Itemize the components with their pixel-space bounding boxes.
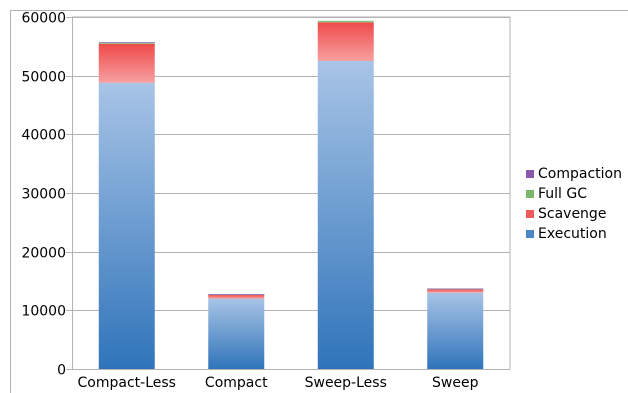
x-axis-category-labels: Compact-Less Compact Sweep-Less Sweep [78,375,479,391]
bar-segment-scavenge [427,288,484,293]
bar-segment-full-gc [98,43,155,44]
legend-swatch-scavenge [526,210,534,218]
bar-segment-full-gc [317,20,374,23]
legend-item-execution: Execution [526,224,622,244]
bar-segment-compaction [98,42,155,44]
bar-segment-execution [98,82,155,369]
bars [98,20,484,369]
y-tick-label: 40000 [21,128,66,144]
legend-swatch-execution [526,230,534,238]
y-tick-label: 60000 [21,11,66,27]
bar-segment-execution [317,61,374,369]
legend-swatch-compaction [526,170,534,178]
y-axis-tick-labels: 0 10000 20000 30000 40000 50000 60000 [21,11,66,379]
bar-segment-execution [427,292,484,369]
x-tick-label: Sweep-Less [305,375,387,391]
legend-label-compaction: Compaction [538,166,622,182]
legend-item-scavenge: Scavenge [526,204,622,224]
legend-item-full-gc: Full GC [526,184,622,204]
bar-segment-compaction [208,294,265,295]
bar-segment-scavenge [208,294,265,299]
legend-swatch-full-gc [526,190,534,198]
bar-segment-scavenge [317,22,374,62]
legend: Compaction Full GC Scavenge Execution [526,164,622,244]
legend-label-scavenge: Scavenge [538,206,607,222]
y-tick-label: 30000 [21,187,66,203]
legend-item-compaction: Compaction [526,164,622,184]
bar-segment-compaction [427,288,484,290]
y-tick-label: 0 [57,363,66,379]
bar-segment-scavenge [98,43,155,83]
legend-label-execution: Execution [538,226,607,242]
legend-label-full-gc: Full GC [538,186,588,202]
y-tick-label: 50000 [21,70,66,86]
x-tick-label: Compact-Less [78,375,176,391]
y-tick-label: 10000 [21,304,66,320]
x-tick-label: Compact [205,375,268,391]
bar-segment-execution [208,298,265,369]
x-tick-label: Sweep [432,375,479,391]
y-tick-label: 20000 [21,246,66,262]
frame-left-border [10,10,11,393]
frame-top-border [10,10,628,11]
